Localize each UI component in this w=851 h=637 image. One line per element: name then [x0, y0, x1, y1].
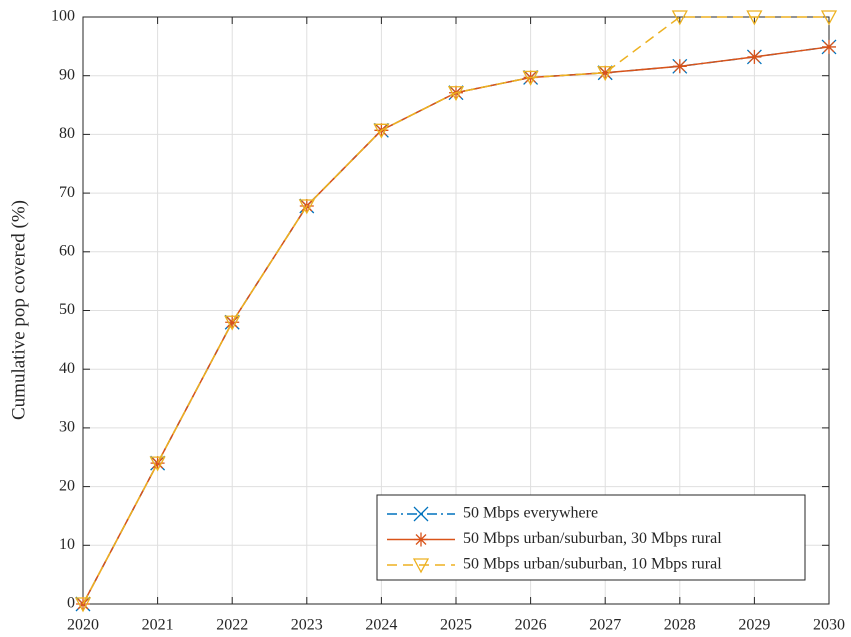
- data-marker: [447, 86, 465, 102]
- data-marker: [522, 70, 539, 86]
- data-marker: [150, 456, 165, 471]
- data-marker: [74, 597, 92, 613]
- y-tick-label: 80: [59, 125, 75, 142]
- x-tick-label: 2030: [813, 617, 845, 634]
- data-marker: [746, 10, 763, 26]
- y-tick-label: 90: [59, 66, 75, 83]
- x-tick-label: 2028: [664, 617, 696, 634]
- data-marker: [149, 456, 166, 472]
- x-tick-label: 2026: [515, 617, 547, 634]
- data-marker: [822, 39, 836, 54]
- data-marker: [820, 10, 838, 26]
- y-tick-label: 10: [59, 536, 75, 553]
- y-tick-label: 20: [59, 477, 75, 494]
- data-marker: [373, 123, 390, 139]
- y-tick-label: 30: [59, 419, 75, 436]
- data-marker: [597, 66, 614, 82]
- legend-label: 50 Mbps urban/suburban, 10 Mbps rural: [463, 556, 722, 573]
- series-line: [82, 16, 829, 605]
- data-marker: [747, 49, 762, 64]
- data-marker: [225, 315, 240, 330]
- x-tick-label: 2022: [216, 617, 248, 634]
- legend-label: 50 Mbps everywhere: [463, 505, 598, 522]
- data-marker: [224, 315, 241, 331]
- x-tick-label: 2029: [738, 617, 770, 634]
- x-tick-label: 2025: [440, 617, 472, 634]
- x-tick-label: 2020: [67, 617, 99, 634]
- x-tick-label: 2024: [365, 617, 397, 634]
- legend-marker: [412, 558, 430, 574]
- y-tick-label: 40: [59, 360, 75, 377]
- x-tick-label: 2027: [589, 617, 621, 634]
- legend-label: 50 Mbps urban/suburban, 30 Mbps rural: [463, 530, 722, 547]
- y-tick-label: 100: [51, 8, 75, 25]
- data-marker: [671, 10, 688, 26]
- x-tick-label: 2021: [142, 617, 174, 634]
- y-tick-label: 0: [67, 595, 75, 612]
- data-marker: [598, 65, 613, 80]
- plot-frame: [82, 16, 830, 605]
- legend-box: [376, 494, 806, 581]
- x-tick-label: 2023: [291, 617, 323, 634]
- y-tick-label: 50: [59, 301, 75, 318]
- y-axis-label: Cumulative pop covered (%): [8, 200, 29, 420]
- y-tick-label: 70: [59, 184, 75, 201]
- legend-marker: [414, 532, 428, 547]
- y-tick-label: 60: [59, 242, 75, 259]
- data-marker: [672, 59, 687, 74]
- data-marker: [298, 199, 315, 215]
- legend-marker: [413, 506, 429, 522]
